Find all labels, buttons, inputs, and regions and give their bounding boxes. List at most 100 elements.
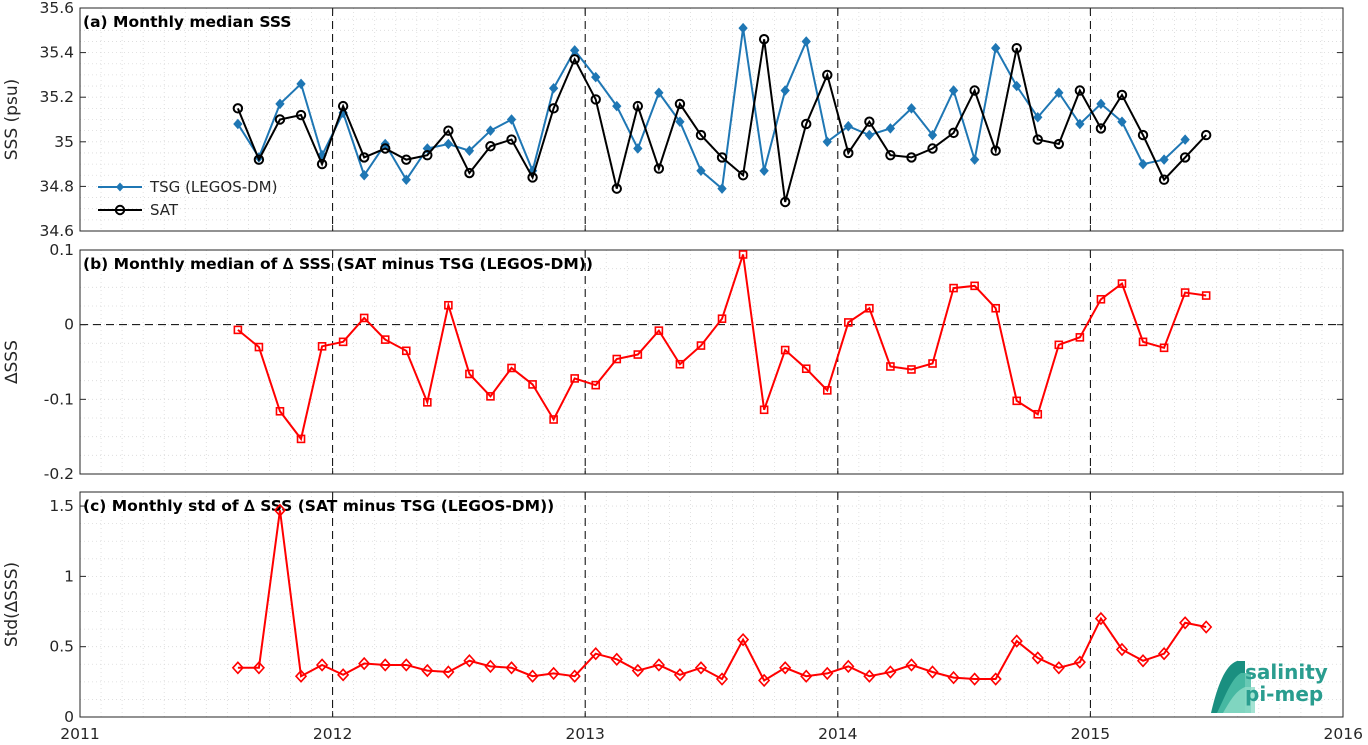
- x-tick-label: 2016: [1324, 725, 1363, 743]
- data-point: [401, 174, 411, 185]
- data-point: [675, 359, 685, 369]
- x-tick-label: 2013: [565, 725, 604, 743]
- data-point: [1179, 616, 1192, 630]
- x-tick-label: 2015: [1071, 725, 1110, 743]
- data-point: [654, 87, 664, 98]
- data-point: [779, 661, 792, 675]
- logo-line-2: pi-mep: [1245, 682, 1323, 706]
- data-point: [1075, 118, 1085, 130]
- data-point: [465, 369, 474, 379]
- data-point: [547, 666, 560, 681]
- data-point: [801, 36, 811, 47]
- data-point: [254, 342, 264, 352]
- data-point: [317, 342, 327, 351]
- data-point: [273, 503, 287, 517]
- data-point: [759, 405, 769, 415]
- data-point: [970, 281, 979, 291]
- data-point: [1094, 611, 1108, 626]
- data-point: [780, 85, 790, 96]
- data-point: [252, 661, 266, 675]
- data-point: [1073, 655, 1086, 669]
- data-point: [358, 152, 370, 163]
- x-tick-label: 2012: [313, 725, 352, 743]
- data-point: [316, 158, 328, 170]
- data-point: [590, 94, 601, 105]
- data-point: [990, 145, 1001, 156]
- panel-title: (c) Monthly std of ∆ SSS (SAT minus TSG …: [83, 497, 554, 515]
- data-point: [444, 300, 453, 310]
- series-line: [237, 510, 1207, 682]
- data-point: [486, 392, 495, 401]
- data-point: [421, 663, 434, 678]
- data-point: [253, 154, 265, 165]
- data-point: [758, 673, 771, 688]
- data-point: [822, 386, 832, 395]
- data-point: [1054, 340, 1064, 350]
- data-point: [906, 103, 917, 114]
- data-point: [1052, 661, 1065, 675]
- legend-marker: [116, 182, 124, 192]
- data-point: [1159, 154, 1169, 165]
- data-point: [1053, 138, 1065, 150]
- data-point: [905, 658, 918, 672]
- data-point: [948, 127, 959, 139]
- data-point: [443, 138, 454, 150]
- data-point: [294, 669, 308, 683]
- series-line: [237, 254, 1207, 442]
- data-point: [991, 42, 1001, 54]
- data-point: [548, 83, 559, 94]
- data-point: [1200, 620, 1213, 634]
- data-point: [822, 69, 833, 81]
- data-point: [1159, 343, 1169, 353]
- data-point: [379, 658, 392, 672]
- data-point: [673, 668, 687, 682]
- legend-marker: [114, 204, 126, 216]
- data-point: [526, 669, 539, 683]
- data-point: [633, 350, 643, 359]
- y-tick-label: 34.8: [39, 177, 74, 195]
- data-point: [358, 656, 371, 671]
- data-point: [1179, 152, 1191, 163]
- data-point: [779, 196, 791, 208]
- data-point: [1180, 134, 1190, 145]
- data-point: [463, 654, 476, 668]
- data-point: [927, 143, 938, 154]
- data-point: [736, 632, 750, 647]
- data-point: [907, 365, 916, 374]
- y-tick-label: 35.2: [39, 88, 74, 106]
- data-point: [1054, 87, 1064, 98]
- data-point: [275, 406, 285, 416]
- data-point: [296, 78, 306, 90]
- axes-frame: [79, 249, 1344, 475]
- y-axis-label: SSS (psu): [2, 79, 22, 160]
- data-point: [589, 647, 602, 661]
- data-point: [865, 303, 874, 313]
- data-point: [716, 152, 728, 163]
- data-point: [1011, 42, 1022, 54]
- data-point: [886, 362, 895, 371]
- data-point: [422, 149, 433, 161]
- data-point: [1075, 333, 1085, 342]
- data-point: [528, 380, 537, 389]
- data-point: [1095, 123, 1107, 134]
- y-axis-label: Std(∆SSS): [2, 562, 22, 647]
- data-point: [337, 668, 350, 682]
- data-point: [717, 183, 727, 194]
- data-point: [696, 341, 706, 350]
- data-point: [295, 109, 307, 121]
- data-point: [652, 658, 665, 672]
- y-tick-label: 0.5: [49, 638, 74, 656]
- panel-c: 0 0.5 1 1.5 2011 2012 2013 2014 2015 2016 Std(∆SSS…: [2, 491, 1363, 743]
- data-point: [401, 154, 412, 165]
- data-point: [738, 250, 748, 259]
- data-point: [694, 661, 708, 675]
- data-point: [548, 103, 559, 114]
- data-point: [800, 669, 813, 683]
- data-point: [989, 672, 1002, 686]
- data-point: [1033, 112, 1043, 123]
- data-point: [1117, 116, 1127, 127]
- data-point: [674, 98, 686, 110]
- data-point: [969, 154, 980, 165]
- data-point: [1200, 129, 1212, 141]
- y-tick-label: -0.1: [44, 390, 74, 408]
